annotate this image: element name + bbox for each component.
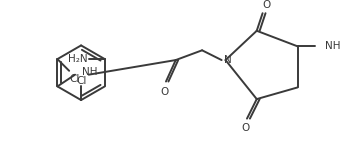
Text: O: O — [241, 123, 249, 133]
Text: NH: NH — [82, 67, 97, 77]
Text: O: O — [262, 0, 271, 10]
Text: H₂N: H₂N — [67, 54, 87, 64]
Text: N: N — [224, 55, 231, 65]
Text: NH: NH — [325, 41, 340, 51]
Text: Cl: Cl — [70, 74, 80, 84]
Text: O: O — [160, 87, 168, 97]
Text: Cl: Cl — [76, 76, 86, 86]
